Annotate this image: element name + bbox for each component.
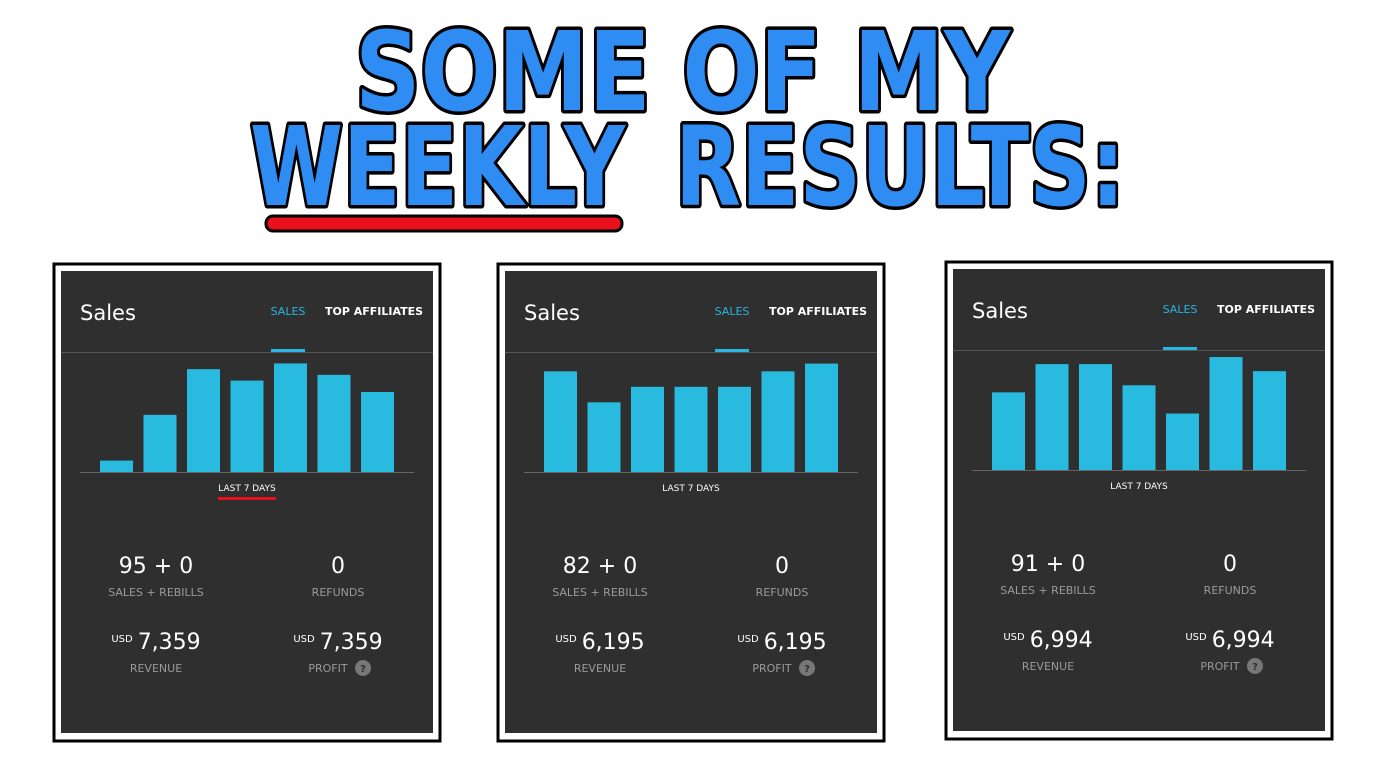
stat-value: 95 + 0 — [119, 554, 193, 579]
sales-panel: Sales SALES TOP AFFILIATES LAST 7 DAYS 82 + … — [505, 271, 877, 733]
currency: USD — [1185, 632, 1207, 643]
help-icon-text: ? — [1252, 662, 1258, 673]
tab[interactable]: SALES — [715, 305, 750, 318]
tab[interactable]: SALES — [1163, 303, 1198, 316]
stat-label: PROFIT — [308, 662, 348, 675]
help-icon — [1247, 658, 1263, 674]
sales-panel: Sales SALES TOP AFFILIATES LAST 7 DAYS 95 + … — [61, 271, 433, 733]
headline: SOME OF MY — [355, 8, 1011, 136]
stat-value: 82 + 0 — [563, 554, 637, 579]
x-axis-label: LAST 7 DAYS — [662, 484, 720, 494]
stat-value: USD 7,359 — [111, 630, 200, 655]
stat-label: SALES + REBILLS — [552, 586, 648, 599]
bar — [805, 363, 838, 472]
underline — [264, 214, 624, 233]
amount: 7,359 — [320, 630, 383, 655]
stat-value: USD 6,195 — [555, 630, 644, 655]
bar — [761, 371, 795, 472]
panel-bg — [61, 271, 433, 733]
currency: USD — [293, 634, 315, 645]
amount: 6,994 — [1212, 628, 1275, 653]
amount: 0 — [775, 554, 789, 579]
stat-label: REVENUE — [1022, 660, 1074, 673]
currency: USD — [737, 634, 759, 645]
tab[interactable]: TOP AFFILIATES — [769, 305, 867, 318]
bar — [1209, 357, 1243, 470]
x-axis-label: LAST 7 DAYS — [218, 484, 276, 494]
stat-value: USD 6,994 — [1185, 628, 1274, 653]
stat-value: USD 6,195 — [737, 630, 826, 655]
amount: 95 + 0 — [119, 554, 193, 579]
amount: 6,195 — [764, 630, 827, 655]
bar — [1253, 371, 1286, 470]
bar — [544, 371, 577, 472]
amount: 0 — [1223, 552, 1237, 577]
bar — [100, 460, 133, 472]
help-icon-text: ? — [360, 664, 366, 675]
amount: 7,359 — [138, 630, 201, 655]
bar — [674, 386, 708, 472]
bar — [1166, 413, 1199, 470]
headline: RESULTS: — [675, 103, 1125, 231]
amount: 0 — [331, 554, 345, 579]
bar — [1122, 385, 1156, 470]
headline-highlight: WEEKLY — [250, 103, 626, 231]
stat-value: 91 + 0 — [1011, 552, 1085, 577]
stat-value: USD 7,359 — [293, 630, 382, 655]
tab-indicator — [271, 349, 305, 352]
stat-label: SALES + REBILLS — [1000, 584, 1096, 597]
bar — [187, 369, 220, 472]
stat-label: REFUNDS — [312, 586, 365, 599]
stat-label: REVENUE — [574, 662, 626, 675]
stat-label: REVENUE — [130, 662, 182, 675]
bar — [317, 374, 351, 472]
x-axis-label: LAST 7 DAYS — [1110, 482, 1168, 492]
tab-indicator — [1163, 347, 1197, 350]
stat-value: USD 6,994 — [1003, 628, 1092, 653]
bar — [718, 386, 751, 472]
currency: USD — [555, 634, 577, 645]
amount: 6,994 — [1030, 628, 1093, 653]
panel-heading: Sales — [80, 301, 136, 325]
help-icon — [799, 660, 815, 676]
bar — [361, 392, 394, 472]
currency: USD — [111, 634, 133, 645]
panel-heading: Sales — [972, 299, 1028, 323]
bar — [1079, 364, 1112, 470]
bar — [587, 402, 621, 472]
stat-label: PROFIT — [752, 662, 792, 675]
bar — [230, 380, 264, 472]
help-icon-text: ? — [804, 664, 810, 675]
bar — [143, 414, 177, 472]
bar — [992, 392, 1025, 470]
bar — [1035, 364, 1069, 470]
stat-label: REFUNDS — [756, 586, 809, 599]
bar — [631, 386, 664, 472]
tab[interactable]: TOP AFFILIATES — [325, 305, 423, 318]
amount: 91 + 0 — [1011, 552, 1085, 577]
help-icon — [355, 660, 371, 676]
highlight-underline — [218, 497, 276, 500]
tab-indicator — [715, 349, 749, 352]
amount: 6,195 — [582, 630, 645, 655]
panel-bg — [953, 269, 1325, 731]
stat-value: 0 — [331, 554, 345, 579]
tab[interactable]: SALES — [271, 305, 306, 318]
stat-label: REFUNDS — [1204, 584, 1257, 597]
stat-label: PROFIT — [1200, 660, 1240, 673]
amount: 82 + 0 — [563, 554, 637, 579]
sales-panel: Sales SALES TOP AFFILIATES LAST 7 DAYS 91 + … — [953, 269, 1325, 731]
stat-value: 0 — [1223, 552, 1237, 577]
panel-bg — [505, 271, 877, 733]
panel-heading: Sales — [524, 301, 580, 325]
stat-label: SALES + REBILLS — [108, 586, 204, 599]
tab[interactable]: TOP AFFILIATES — [1217, 303, 1315, 316]
bar — [274, 363, 307, 472]
currency: USD — [1003, 632, 1025, 643]
stat-value: 0 — [775, 554, 789, 579]
